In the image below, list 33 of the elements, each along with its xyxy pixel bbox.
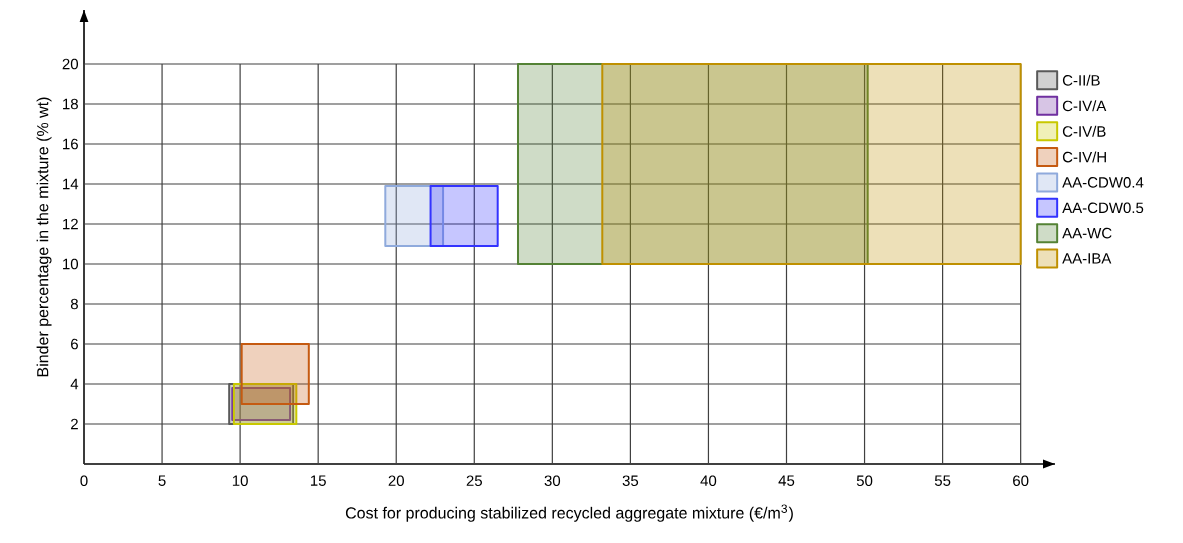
y-tick-label: 18 — [63, 98, 78, 110]
y-tick-label: 12 — [63, 218, 78, 230]
x-tick-label: 5 — [158, 475, 166, 486]
legend-label: C-II/B — [1062, 74, 1100, 86]
x-tick-label: 40 — [700, 475, 717, 487]
x-tick-label: 35 — [622, 475, 639, 487]
legend-label: AA-CDW0.5 — [1062, 202, 1144, 214]
legend-label: C-IV/B — [1062, 125, 1106, 137]
y-axis-title: Binder percentage in the mixture (% wt) — [36, 97, 52, 377]
x-tick-label: 25 — [466, 475, 482, 487]
y-tick-label: 8 — [70, 298, 78, 310]
y-tick-label: 16 — [63, 138, 78, 150]
legend-label: AA-WC — [1062, 227, 1112, 239]
x-tick-label: 45 — [778, 475, 795, 486]
y-tick-label: 2 — [71, 418, 78, 430]
y-tick-label: 4 — [70, 378, 79, 390]
x-tick-label: 0 — [80, 475, 88, 487]
x-tick-label: 50 — [856, 475, 873, 487]
x-tick-label: 60 — [1013, 475, 1029, 487]
x-tick-label: 30 — [544, 475, 561, 487]
legend-label: AA-IBA — [1062, 253, 1112, 264]
x-tick-label: 10 — [232, 475, 248, 487]
y-tick-label: 14 — [63, 178, 79, 190]
legend-label: AA-CDW0.4 — [1062, 177, 1144, 188]
x-axis-title: Cost for producing stabilized recycled aggregate mixture (€/m$^{3}$) — [345, 504, 793, 522]
legend-label: C-IV/H — [1062, 151, 1106, 163]
y-tick-label: 20 — [62, 58, 79, 70]
x-tick-label: 20 — [388, 475, 404, 487]
x-tick-label: 55 — [934, 475, 951, 486]
legend-label: C-IV/A — [1062, 100, 1107, 112]
x-tick-label: 15 — [310, 475, 326, 486]
y-tick-label: 6 — [71, 338, 78, 350]
y-tick-label: 10 — [63, 258, 79, 270]
